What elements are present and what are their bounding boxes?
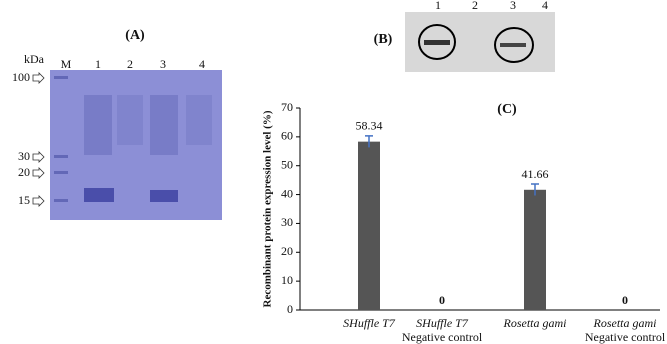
- lane-label: 1: [95, 57, 101, 71]
- lane-label: 1: [435, 0, 441, 12]
- lane-label: 2: [127, 57, 133, 71]
- bar: [524, 189, 546, 310]
- bar: [358, 141, 380, 310]
- x-tick-label: SHuffle T7: [416, 316, 469, 330]
- panel-label: (C): [497, 102, 517, 117]
- x-tick-note: Negative control: [585, 330, 666, 344]
- x-tick-label: Rosetta gami: [503, 316, 567, 330]
- value-label: 41.66: [522, 167, 549, 181]
- gel-a-bands: [54, 76, 212, 202]
- x-tick-label: SHuffle T7: [343, 316, 396, 330]
- band: [500, 43, 526, 47]
- marker-label: 30: [18, 149, 30, 163]
- value-label: 58.34: [356, 119, 383, 133]
- y-tick-label: 40: [281, 186, 293, 200]
- band: [424, 40, 450, 45]
- lane-labels: 1 2 3 4: [435, 0, 548, 12]
- marker-label: 20: [18, 165, 30, 179]
- marker-arrow: [32, 151, 45, 163]
- y-tick-label: 70: [281, 100, 293, 114]
- y-tick-label: 10: [281, 273, 293, 287]
- marker-label: 15: [18, 193, 30, 207]
- y-tick-label: 20: [281, 244, 293, 258]
- circle: [494, 27, 534, 63]
- marker-arrow: [32, 167, 45, 179]
- panel-label: (A): [125, 28, 145, 43]
- lane-labels: M 1 2 3 4: [61, 57, 205, 71]
- marker-label: 100: [12, 70, 30, 84]
- lane-label: 3: [160, 57, 166, 71]
- y-axis-label: Recombinant protein expression level (%): [262, 110, 274, 307]
- lane-label: 2: [472, 0, 478, 12]
- gel-a: [50, 70, 222, 220]
- lane-label: 4: [199, 57, 205, 71]
- value-label: 0: [439, 293, 445, 307]
- lane-label: M: [61, 57, 72, 71]
- marker-arrow: [32, 72, 45, 84]
- y-tick-label: 60: [281, 129, 293, 143]
- x-tick-label: Rosetta gami: [593, 316, 657, 330]
- y-tick-label: 50: [281, 157, 293, 171]
- lane-label: 3: [510, 0, 516, 12]
- value-label: 0: [622, 293, 628, 307]
- y-tick-label: 0: [287, 302, 293, 316]
- error-bar: [531, 183, 539, 196]
- x-tick-note: Negative control: [402, 330, 483, 344]
- unit-label: kDa: [24, 52, 45, 66]
- marker-arrow: [32, 195, 45, 207]
- circle: [418, 24, 456, 60]
- error-bar: [365, 135, 373, 148]
- chart: 0 10 20 30 40 50 60 70 58.34 SHuffle T7 0 SHuffle T…: [281, 100, 666, 344]
- lane-label: 4: [542, 0, 548, 12]
- marker-labels: 100 30 20 15: [12, 70, 45, 207]
- panel-label: (B): [374, 32, 393, 47]
- y-tick-label: 30: [281, 215, 293, 229]
